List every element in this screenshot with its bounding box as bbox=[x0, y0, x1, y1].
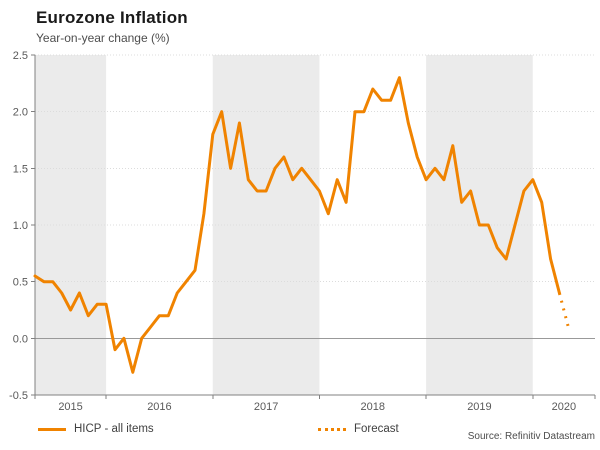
y-tick-label: 2.5 bbox=[13, 50, 28, 62]
chart-subtitle: Year-on-year change (%) bbox=[36, 31, 170, 45]
source-credit: Source: Refinitiv Datastream bbox=[467, 431, 595, 442]
forecast-line bbox=[557, 292, 570, 328]
x-tick-label-2017: 2017 bbox=[254, 401, 278, 413]
forecast-line-swatch bbox=[318, 427, 346, 431]
x-tick-label-2016: 2016 bbox=[147, 401, 171, 413]
legend-label-hicp: HICP - all items bbox=[74, 423, 154, 435]
legend-item-hicp: HICP - all items bbox=[38, 420, 154, 438]
x-tick-label-2015: 2015 bbox=[58, 401, 82, 413]
legend-item-forecast: Forecast bbox=[318, 420, 399, 438]
y-tick-label: 1.5 bbox=[13, 163, 28, 175]
hicp-line bbox=[33, 76, 561, 374]
x-tick-label-2018: 2018 bbox=[361, 401, 385, 413]
y-tick-label: 2.0 bbox=[13, 107, 28, 119]
hicp-line-swatch bbox=[38, 427, 66, 431]
chart-legend: HICP - all items Forecast bbox=[0, 420, 600, 438]
y-tick-label: 1.0 bbox=[13, 220, 28, 232]
y-tick-label: -0.5 bbox=[9, 390, 28, 402]
x-tick-label-2019: 2019 bbox=[467, 401, 491, 413]
legend-label-forecast: Forecast bbox=[354, 423, 399, 435]
y-tick-label: 0.5 bbox=[13, 277, 28, 289]
chart-title: Eurozone Inflation bbox=[36, 8, 188, 27]
x-tick-label-2020: 2020 bbox=[552, 401, 576, 413]
y-tick-label: 0.0 bbox=[13, 333, 28, 345]
